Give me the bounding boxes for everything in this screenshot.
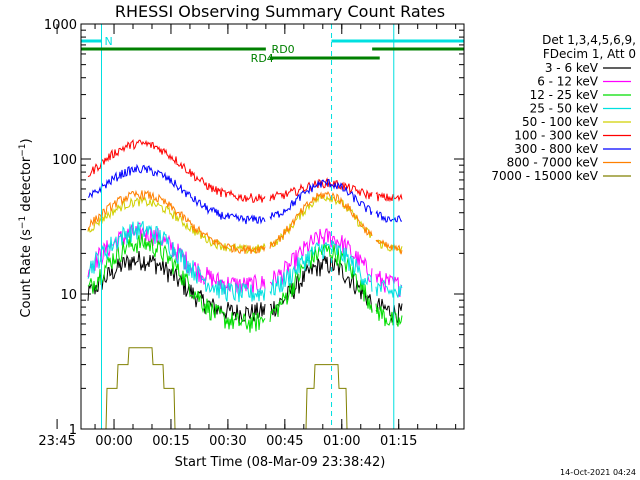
y-tick-label: 100 — [52, 153, 77, 168]
y-tick-label: 1 — [69, 423, 77, 438]
series-layer — [87, 139, 403, 430]
x-tick-label: 00:00 — [95, 434, 132, 449]
series-line-6 — [87, 163, 402, 225]
x-tick-label: 01:15 — [380, 434, 417, 449]
legend-entry-label: 50 - 100 keV — [522, 115, 599, 129]
annotation-label: N — [105, 35, 113, 48]
legend-header-line: Det 1,3,4,5,6,9, — [542, 33, 636, 47]
legend-entry-label: 7000 - 15000 keV — [491, 169, 598, 183]
plot-frame — [80, 23, 465, 430]
x-tick-label: 00:30 — [209, 434, 246, 449]
generation-date-stamp: 14-Oct-2021 04:24 — [560, 468, 636, 477]
x-tick-label: 00:15 — [152, 434, 189, 449]
series-line-5 — [87, 139, 403, 204]
legend-entry-label: 800 - 7000 keV — [507, 156, 599, 170]
series-line-3 — [87, 220, 403, 303]
x-axis-label: Start Time (08-Mar-09 23:38:42) — [175, 455, 386, 470]
annotation-label: RD0 — [272, 43, 295, 56]
legend-entry-label: 12 - 25 keV — [530, 88, 599, 102]
series-line-8 — [104, 347, 348, 430]
legend: Det 1,3,4,5,6,9, FDecim 1, Att 0 3 - 6 k… — [491, 33, 636, 183]
y-axis-label: Count Rate (s−1 detector−1) — [18, 138, 34, 317]
x-tick-label: 01:00 — [323, 434, 360, 449]
axes: 1 10 100 1000 23:45 00:00 00:15 00:30 00:45 01:00… — [38, 18, 465, 449]
y-tick-label: 10 — [60, 288, 77, 303]
series-line-1 — [87, 222, 403, 298]
legend-entry-label: 25 - 50 keV — [530, 102, 599, 116]
chart-title: RHESSI Observing Summary Count Rates — [115, 2, 445, 21]
legend-entry-label: 300 - 800 keV — [514, 142, 598, 156]
series-line-7 — [87, 189, 403, 255]
x-tick-label: 23:45 — [38, 434, 75, 449]
legend-header-line: FDecim 1, Att 0 — [543, 47, 636, 61]
legend-entry-label: 6 - 12 keV — [537, 75, 599, 89]
legend-entry-label: 100 - 300 keV — [514, 129, 598, 143]
y-tick-label: 1000 — [44, 18, 77, 33]
legend-entry-label: 3 - 6 keV — [545, 61, 599, 75]
x-tick-label: 00:45 — [266, 434, 303, 449]
annotation-label: RD4 — [251, 52, 274, 65]
